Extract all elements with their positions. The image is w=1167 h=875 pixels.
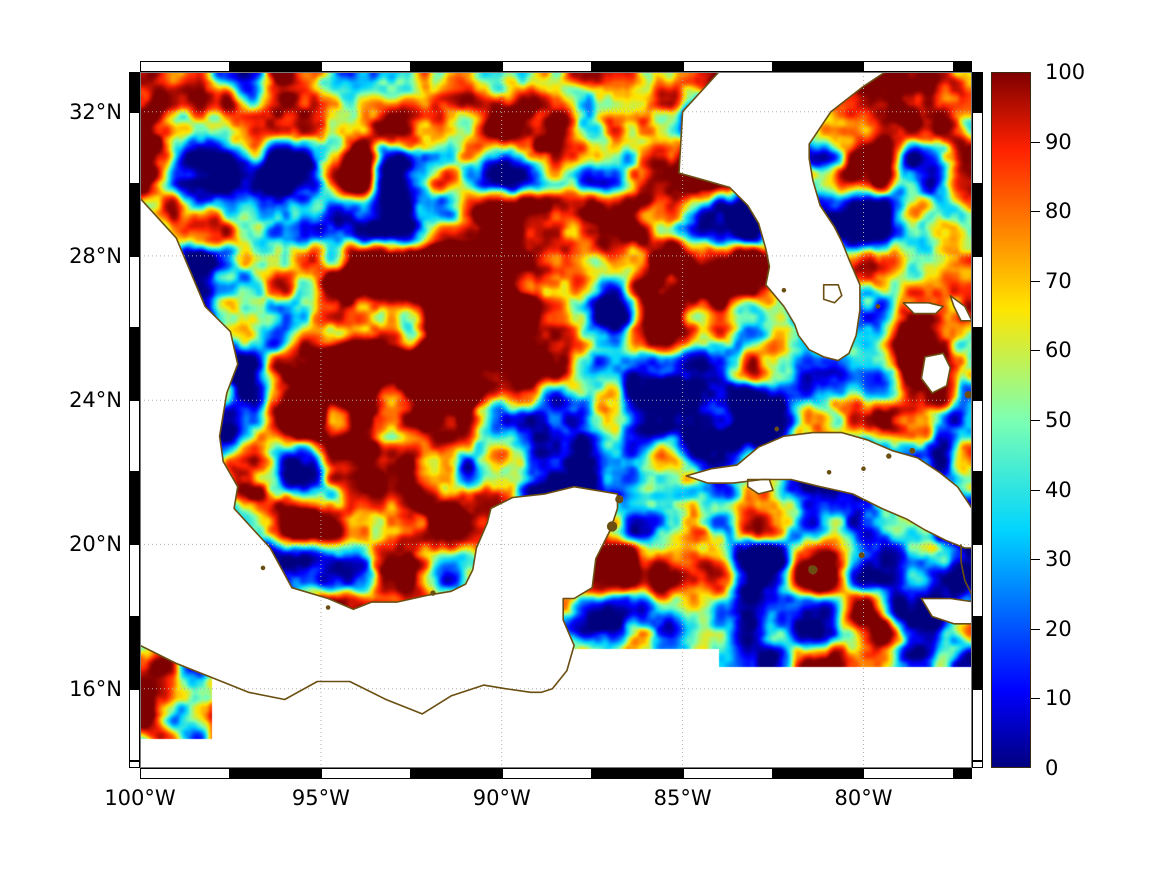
colorbar-tick-label: 40 — [1045, 477, 1072, 502]
colorbar-tick-label: 80 — [1045, 199, 1072, 224]
colorbar-tick — [1031, 350, 1040, 352]
colorbar-tick — [1031, 628, 1040, 630]
x-tick-label: 90°W — [472, 786, 531, 810]
colorbar-tick-label: 90 — [1045, 129, 1072, 154]
colorbar-tick — [1031, 141, 1040, 143]
colorbar-tick-label: 20 — [1045, 616, 1072, 641]
x-tick-label: 85°W — [653, 786, 712, 810]
x-tick-label: 100°W — [104, 786, 176, 810]
y-tick-label: 16°N — [69, 676, 122, 701]
y-tick-label: 28°N — [69, 243, 122, 268]
colorbar-tick-label: 100 — [1045, 60, 1086, 84]
colorbar-tick-label: 30 — [1045, 547, 1072, 572]
colorbar-tick — [1031, 489, 1040, 491]
colorbar-tick — [1031, 280, 1040, 282]
colorbar-tick-label: 70 — [1045, 268, 1072, 293]
y-tick-label: 20°N — [69, 532, 122, 557]
y-tick-label: 24°N — [69, 388, 122, 413]
colorbar-tick-label: 50 — [1045, 408, 1072, 432]
colorbar-tick — [1031, 420, 1040, 421]
graticule-gridlines — [140, 72, 972, 768]
colorbar-tick — [1031, 211, 1040, 213]
colorbar-tick — [1031, 698, 1040, 700]
colorbar-tick-label: 10 — [1045, 686, 1072, 711]
data-field-heatmap — [140, 72, 972, 768]
map-axes[interactable] — [140, 72, 972, 768]
colorbar-gradient — [991, 72, 1031, 768]
y-tick-label: 32°N — [69, 99, 122, 124]
coastline-overlay — [140, 72, 972, 715]
colorbar-tick — [1031, 559, 1040, 561]
x-tick-label: 95°W — [291, 786, 350, 810]
colorbar[interactable]: 0 10 20 30 40 50 60 70 80 90 100 — [991, 60, 1085, 780]
colorbar-tick-label: 0 — [1045, 756, 1059, 780]
colorbar-tick-label: 60 — [1045, 338, 1072, 363]
x-tick-label: 80°W — [834, 786, 893, 810]
